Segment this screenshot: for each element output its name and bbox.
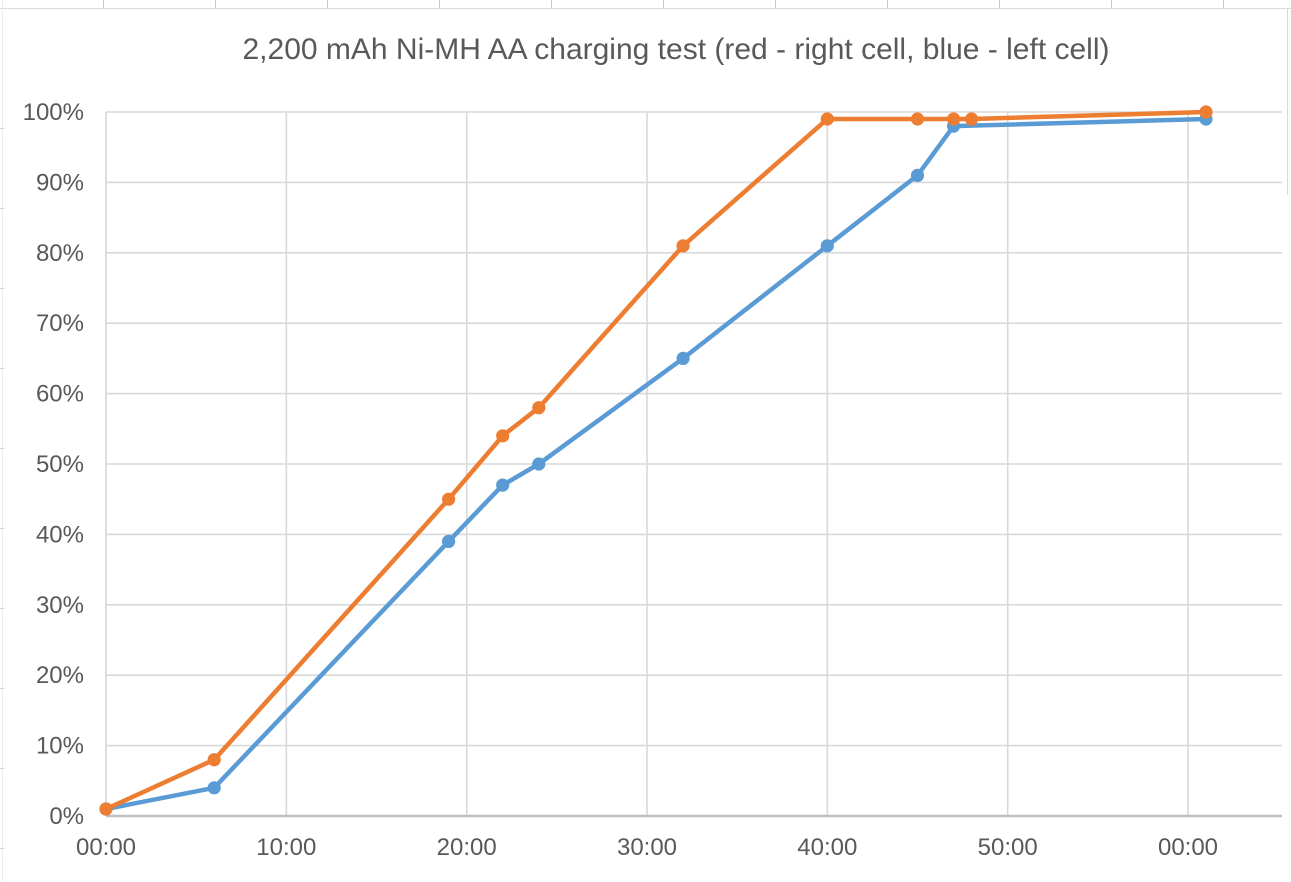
spreadsheet-row-tick <box>0 448 4 449</box>
data-point <box>496 478 510 492</box>
spreadsheet-column-tick <box>103 0 104 8</box>
data-point <box>910 168 925 182</box>
x-axis-tick-label: 50:00 <box>978 834 1038 861</box>
data-point <box>676 351 690 365</box>
spreadsheet-row-border <box>0 8 1291 9</box>
spreadsheet-row-tick <box>0 368 4 369</box>
spreadsheet-row-tick <box>0 128 4 129</box>
y-axis-tick-label: 30% <box>36 592 84 619</box>
spreadsheet-row-tick <box>0 528 4 529</box>
data-point <box>496 429 510 443</box>
series-line <box>103 109 1209 812</box>
data-point <box>820 112 834 126</box>
x-axis-tick-label: 20:00 <box>437 834 497 861</box>
data-point <box>99 802 113 816</box>
x-axis-tick-label: 00:00 <box>1158 834 1218 861</box>
spreadsheet-row-tick <box>0 208 4 209</box>
y-axis-tick-label: 20% <box>36 662 84 689</box>
spreadsheet-column-tick <box>1111 0 1112 8</box>
y-axis-tick-label: 80% <box>36 240 84 267</box>
data-point <box>947 112 961 126</box>
y-axis-tick-label: 70% <box>36 310 84 337</box>
spreadsheet-column-tick <box>439 0 440 8</box>
chart-title: 2,200 mAh Ni-MH AA charging test (red - … <box>242 33 1110 66</box>
spreadsheet-column-border <box>2 0 3 882</box>
data-point <box>207 753 221 767</box>
data-point <box>820 239 834 253</box>
spreadsheet-row-tick <box>0 848 4 849</box>
data-point <box>910 112 925 126</box>
spreadsheet-column-tick <box>999 0 1000 8</box>
data-point <box>676 239 690 253</box>
spreadsheet-column-tick <box>215 0 216 8</box>
spreadsheet-column-tick <box>887 0 888 8</box>
y-axis-tick-label: 50% <box>36 451 84 478</box>
x-axis-tick-label: 40:00 <box>797 834 857 861</box>
data-point <box>532 457 546 471</box>
spreadsheet-column-tick <box>327 0 328 8</box>
spreadsheet-row-tick <box>0 688 4 689</box>
y-axis-tick-label: 90% <box>36 169 84 196</box>
data-point <box>442 492 456 506</box>
y-axis-tick-label: 100% <box>23 99 84 126</box>
data-point <box>1199 105 1213 119</box>
x-axis-tick-label: 30:00 <box>617 834 677 861</box>
spreadsheet-row-tick <box>0 608 4 609</box>
spreadsheet-column-tick <box>663 0 664 8</box>
x-axis-tick-label: 00:00 <box>76 834 136 861</box>
y-axis-tick-label: 40% <box>36 521 84 548</box>
spreadsheet-row-tick <box>0 768 4 769</box>
spreadsheet-column-tick <box>551 0 552 8</box>
series-line <box>103 116 1209 812</box>
spreadsheet-column-border-right <box>1287 8 1288 195</box>
y-axis-tick-label: 60% <box>36 381 84 408</box>
spreadsheet-row-tick <box>0 288 4 289</box>
y-axis-tick-label: 10% <box>36 733 84 760</box>
y-axis-tick-label: 0% <box>49 803 84 830</box>
x-axis-tick-label: 10:00 <box>256 834 316 861</box>
data-point <box>532 401 546 415</box>
data-point <box>442 534 456 549</box>
spreadsheet-column-tick <box>775 0 776 8</box>
spreadsheet-column-tick <box>1223 0 1224 8</box>
data-point <box>207 781 221 795</box>
data-point <box>965 112 979 126</box>
